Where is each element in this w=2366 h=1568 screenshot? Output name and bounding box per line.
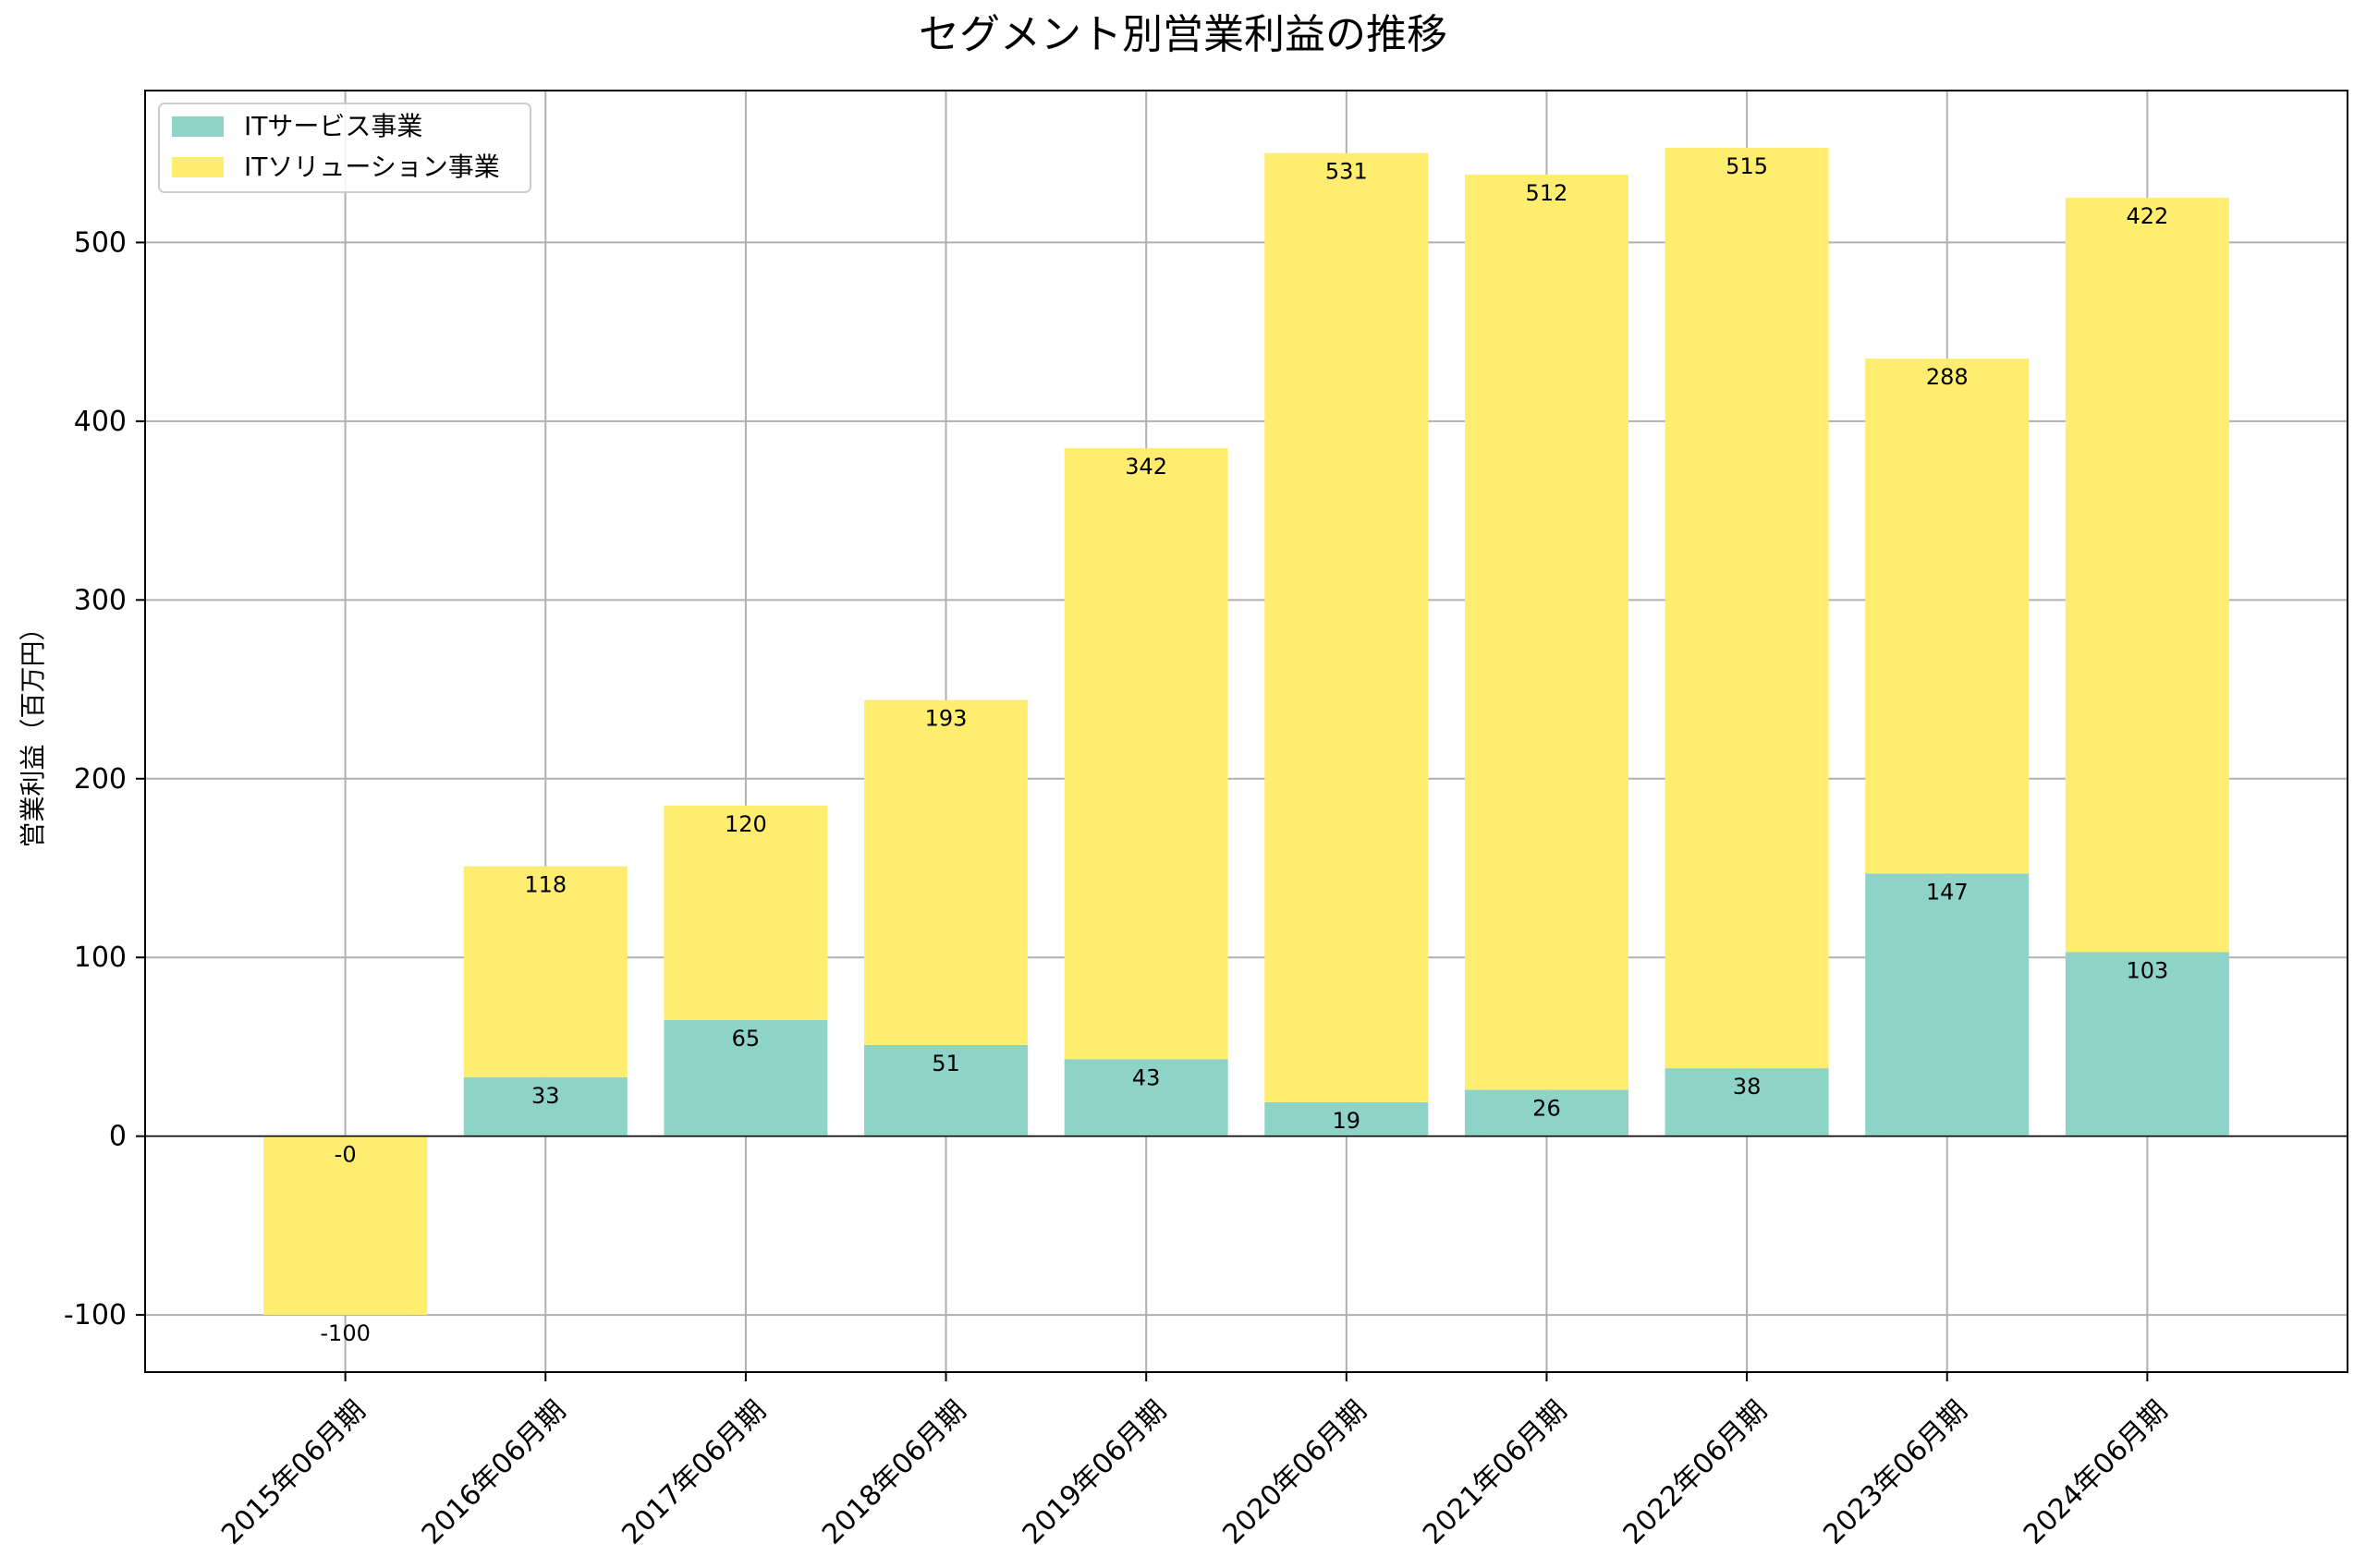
x-tick-label: 2017年06月期 — [616, 1394, 772, 1550]
bar-segment — [1264, 152, 1429, 1102]
bar-segment — [1264, 1101, 1429, 1136]
legend-swatch — [172, 157, 224, 177]
bar-segment — [1464, 174, 1628, 1090]
legend-label: ITサービス事業 — [244, 111, 422, 141]
bars — [263, 147, 2229, 1316]
data-label: 342 — [1125, 454, 1167, 480]
bar-segment — [864, 1044, 1029, 1136]
legend-box — [158, 103, 531, 193]
y-tick-label: 500 — [74, 226, 127, 259]
bar-segment — [1064, 447, 1228, 1060]
data-label: 65 — [732, 1026, 761, 1051]
bar-segment — [1464, 1089, 1628, 1136]
bar-segment — [664, 805, 828, 1020]
data-label: -0 — [335, 1142, 357, 1168]
data-label: 193 — [925, 706, 968, 732]
data-label: 38 — [1733, 1074, 1762, 1100]
y-tick-label: -100 — [64, 1299, 127, 1331]
y-tick-label: 0 — [109, 1121, 127, 1153]
data-label: 19 — [1333, 1108, 1361, 1134]
data-label: 422 — [2126, 203, 2168, 229]
bar-segment — [864, 699, 1029, 1045]
bar-segment — [664, 1019, 828, 1136]
bar-segment — [263, 1136, 428, 1316]
bar-segment — [1865, 359, 2030, 874]
x-tick-label: 2018年06月期 — [816, 1394, 972, 1550]
data-label: 515 — [1726, 153, 1768, 179]
chart-title: セグメント別営業利益の推移 — [919, 11, 1447, 58]
data-label: 120 — [725, 811, 767, 837]
bar-segment — [463, 866, 628, 1077]
data-label: 51 — [932, 1051, 960, 1076]
bar-segment — [2065, 952, 2229, 1136]
data-label: 26 — [1532, 1095, 1561, 1121]
bar-segment — [1665, 1068, 1829, 1136]
x-tick-label: 2019年06月期 — [1017, 1394, 1173, 1550]
plot-frame — [144, 90, 2348, 1373]
x-tick-label: 2022年06月期 — [1617, 1394, 1774, 1550]
data-label: 288 — [1926, 364, 1969, 390]
data-label: -100 — [320, 1320, 370, 1346]
bar-segment — [1865, 873, 2030, 1136]
data-label: 512 — [1526, 180, 1568, 206]
bar-segment — [1064, 1059, 1228, 1136]
x-tick-label: 2024年06月期 — [2018, 1394, 2174, 1550]
legend-label: ITソリューション事業 — [244, 152, 500, 182]
x-tick-label: 2021年06月期 — [1417, 1394, 1573, 1550]
legend-swatch — [172, 116, 224, 137]
data-label: 43 — [1132, 1064, 1161, 1090]
data-labels: -0 33 65 51 43 19 26 38 147 103 -100 118 120 193 342 53… — [320, 153, 2168, 1346]
y-tick-label: 100 — [74, 942, 127, 974]
bar-segment — [1665, 147, 1829, 1069]
y-tick-label: 200 — [74, 763, 127, 796]
data-label: 531 — [1325, 159, 1368, 185]
x-tick-label: 2016年06月期 — [416, 1394, 572, 1550]
data-label: 103 — [2126, 957, 2168, 983]
y-axis-label: 営業利益（百万円） — [18, 614, 48, 847]
x-tick-label: 2020年06月期 — [1216, 1394, 1372, 1550]
data-label: 33 — [531, 1083, 560, 1109]
data-label: 147 — [1926, 879, 1969, 905]
y-tick-label: 400 — [74, 406, 127, 438]
legend: ITサービス事業 ITソリューション事業 — [158, 103, 531, 193]
x-tick-label: 2023年06月期 — [1817, 1394, 1973, 1550]
bar-segment — [2065, 198, 2229, 953]
bar-segment — [463, 1076, 628, 1136]
y-tick-label: 300 — [74, 584, 127, 616]
x-tick-label: 2015年06月期 — [215, 1394, 372, 1550]
data-label: 118 — [524, 872, 567, 898]
